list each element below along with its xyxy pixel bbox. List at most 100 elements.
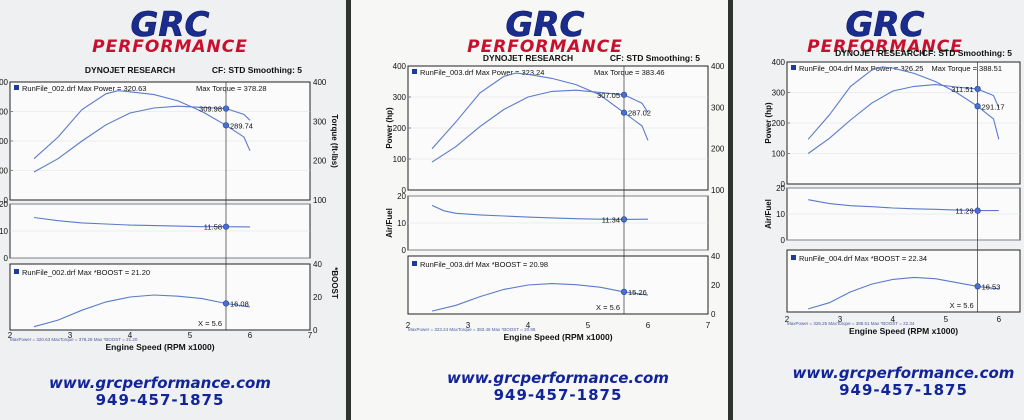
logo-performance-text: PERFORMANCE [807, 37, 963, 57]
boost-series-line [33, 294, 251, 328]
dyno-sheet-2: GRC PERFORMANCE DYNOJET RESEARCH CF: STD Sm… [351, 0, 728, 420]
af-tick-label: 0 [402, 246, 407, 255]
air-fuel-series-line [808, 199, 999, 212]
x-tick-label: 6 [646, 321, 651, 330]
power-marker-label: 309.98 [199, 105, 222, 114]
af-axis-title: Air/Fuel [385, 208, 394, 238]
power-tick-label: 300 [0, 108, 9, 117]
af-tick-label: 20 [397, 192, 406, 201]
af-tick-label: 10 [776, 210, 785, 219]
boost-series-line [431, 283, 649, 312]
torque-series-line [431, 72, 649, 150]
logo-grc-text: GRC [505, 5, 584, 45]
power-tick-label: 400 [772, 58, 786, 67]
dyno-header: DYNOJET RESEARCH [483, 53, 573, 63]
af-marker-label: 11.29 [955, 207, 973, 216]
x-axis-title: Engine Speed (RPM x1000) [105, 342, 214, 352]
power-legend-swatch [14, 85, 19, 90]
boost-legend: RunFile_002.drf Max *BOOST = 21.20 [22, 268, 150, 277]
torque-series-line [33, 90, 251, 160]
torque-tick-label: 300 [711, 103, 725, 112]
cf-smoothing-label: CF: STD Smoothing: 5 [610, 53, 700, 63]
cursor-label: X = 5.6 [596, 303, 620, 312]
power-axis-title: Power (hp) [385, 107, 394, 149]
boost-marker-label: 16.53 [982, 282, 1001, 291]
torque-marker-label: 289.74 [230, 121, 253, 130]
af-tick-label: 0 [4, 254, 9, 263]
footer-url: www.grcperformance.com [793, 364, 1015, 382]
torque-marker [974, 103, 981, 110]
x-tick-label: 4 [526, 321, 531, 330]
boost-marker-label: 16.08 [230, 299, 249, 308]
power-marker [222, 105, 230, 112]
power-tick-label: 100 [0, 167, 9, 176]
x-tick-label: 7 [308, 331, 313, 340]
af-tick-label: 10 [397, 219, 406, 228]
af-axis-title: Air/Fuel [764, 199, 773, 229]
torque-tick-label: 100 [313, 196, 327, 205]
boost-tick-label: 20 [313, 293, 322, 302]
boost-tick-label: 20 [711, 281, 720, 290]
torque-tick-label: 300 [313, 117, 327, 126]
sheet-gap [346, 0, 351, 420]
footer-url: www.grcperformance.com [49, 374, 271, 392]
logo-performance-text: PERFORMANCE [92, 37, 248, 57]
power-tick-label: 100 [772, 150, 786, 159]
x-axis-title: Engine Speed (RPM x1000) [503, 332, 612, 342]
power-axis-title: Power (hp) [764, 102, 773, 144]
boost-tick-label: 0 [313, 326, 318, 335]
power-tick-label: 100 [393, 155, 407, 164]
boost-panel [786, 249, 1021, 313]
footnote-text: MaxPower = 326.25 MaxTorque = 388.51 Max… [787, 321, 915, 326]
boost-marker [974, 283, 981, 290]
logo-grc-text: GRC [130, 5, 209, 45]
torque-tick-label: 400 [313, 78, 327, 87]
air-fuel-series-line [431, 204, 649, 220]
power-legend-swatch [791, 65, 796, 70]
boost-legend: RunFile_004.drf Max *BOOST = 22.34 [799, 254, 927, 263]
x-tick-label: 4 [128, 331, 133, 340]
torque-marker-label: 287.02 [628, 109, 651, 118]
power-tick-label: 400 [0, 78, 9, 87]
torque-marker [620, 109, 628, 116]
torque-tick-label: 200 [711, 145, 725, 154]
x-tick-label: 2 [785, 315, 790, 324]
power-tick-label: 300 [772, 89, 786, 98]
logo-performance-text: PERFORMANCE [467, 37, 623, 57]
boost-tick-label: 40 [313, 260, 322, 269]
boost-legend: RunFile_003.drf Max *BOOST = 20.98 [420, 260, 548, 269]
footer-phone: 949-457-1875 [494, 386, 623, 404]
power-marker [620, 91, 628, 98]
power-tick-label: 200 [393, 124, 407, 133]
x-tick-label: 3 [838, 315, 843, 324]
cursor-label: X = 5.6 [198, 319, 222, 328]
x-tick-label: 5 [188, 331, 193, 340]
footnote-text: MaxPower = 323.24 MaxTorque = 383.46 Max… [408, 327, 536, 332]
dyno-sheet-3: GRC PERFORMANCE DYNOJET RESEARCH CF: STD Sm… [733, 0, 1024, 420]
torque-tick-label: 200 [313, 157, 327, 166]
dyno-header: DYNOJET RESEARCH [835, 48, 925, 58]
boost-tick-label: 0 [711, 310, 716, 319]
x-axis-title: Engine Speed (RPM x1000) [849, 326, 958, 336]
torque-legend: Max Torque = 383.46 [594, 68, 665, 77]
af-tick-label: 0 [781, 236, 786, 245]
footer-phone: 949-457-1875 [96, 391, 225, 409]
power-series-line [431, 89, 649, 163]
boost-legend-swatch [412, 261, 417, 266]
cf-smoothing-label: CF: STD Smoothing: 5 [922, 48, 1012, 58]
power-tick-label: 0 [4, 196, 9, 205]
boost-legend-swatch [791, 255, 796, 260]
torque-series-line [807, 66, 1000, 140]
af-marker [620, 216, 628, 223]
x-tick-label: 2 [8, 331, 13, 340]
af-marker [222, 223, 230, 230]
footer-phone: 949-457-1875 [839, 381, 968, 399]
af-tick-label: 20 [776, 184, 785, 193]
af-tick-label: 10 [0, 227, 9, 236]
torque-legend: Max Torque = 388.51 [931, 64, 1002, 73]
cf-smoothing-label: CF: STD Smoothing: 5 [212, 65, 302, 75]
